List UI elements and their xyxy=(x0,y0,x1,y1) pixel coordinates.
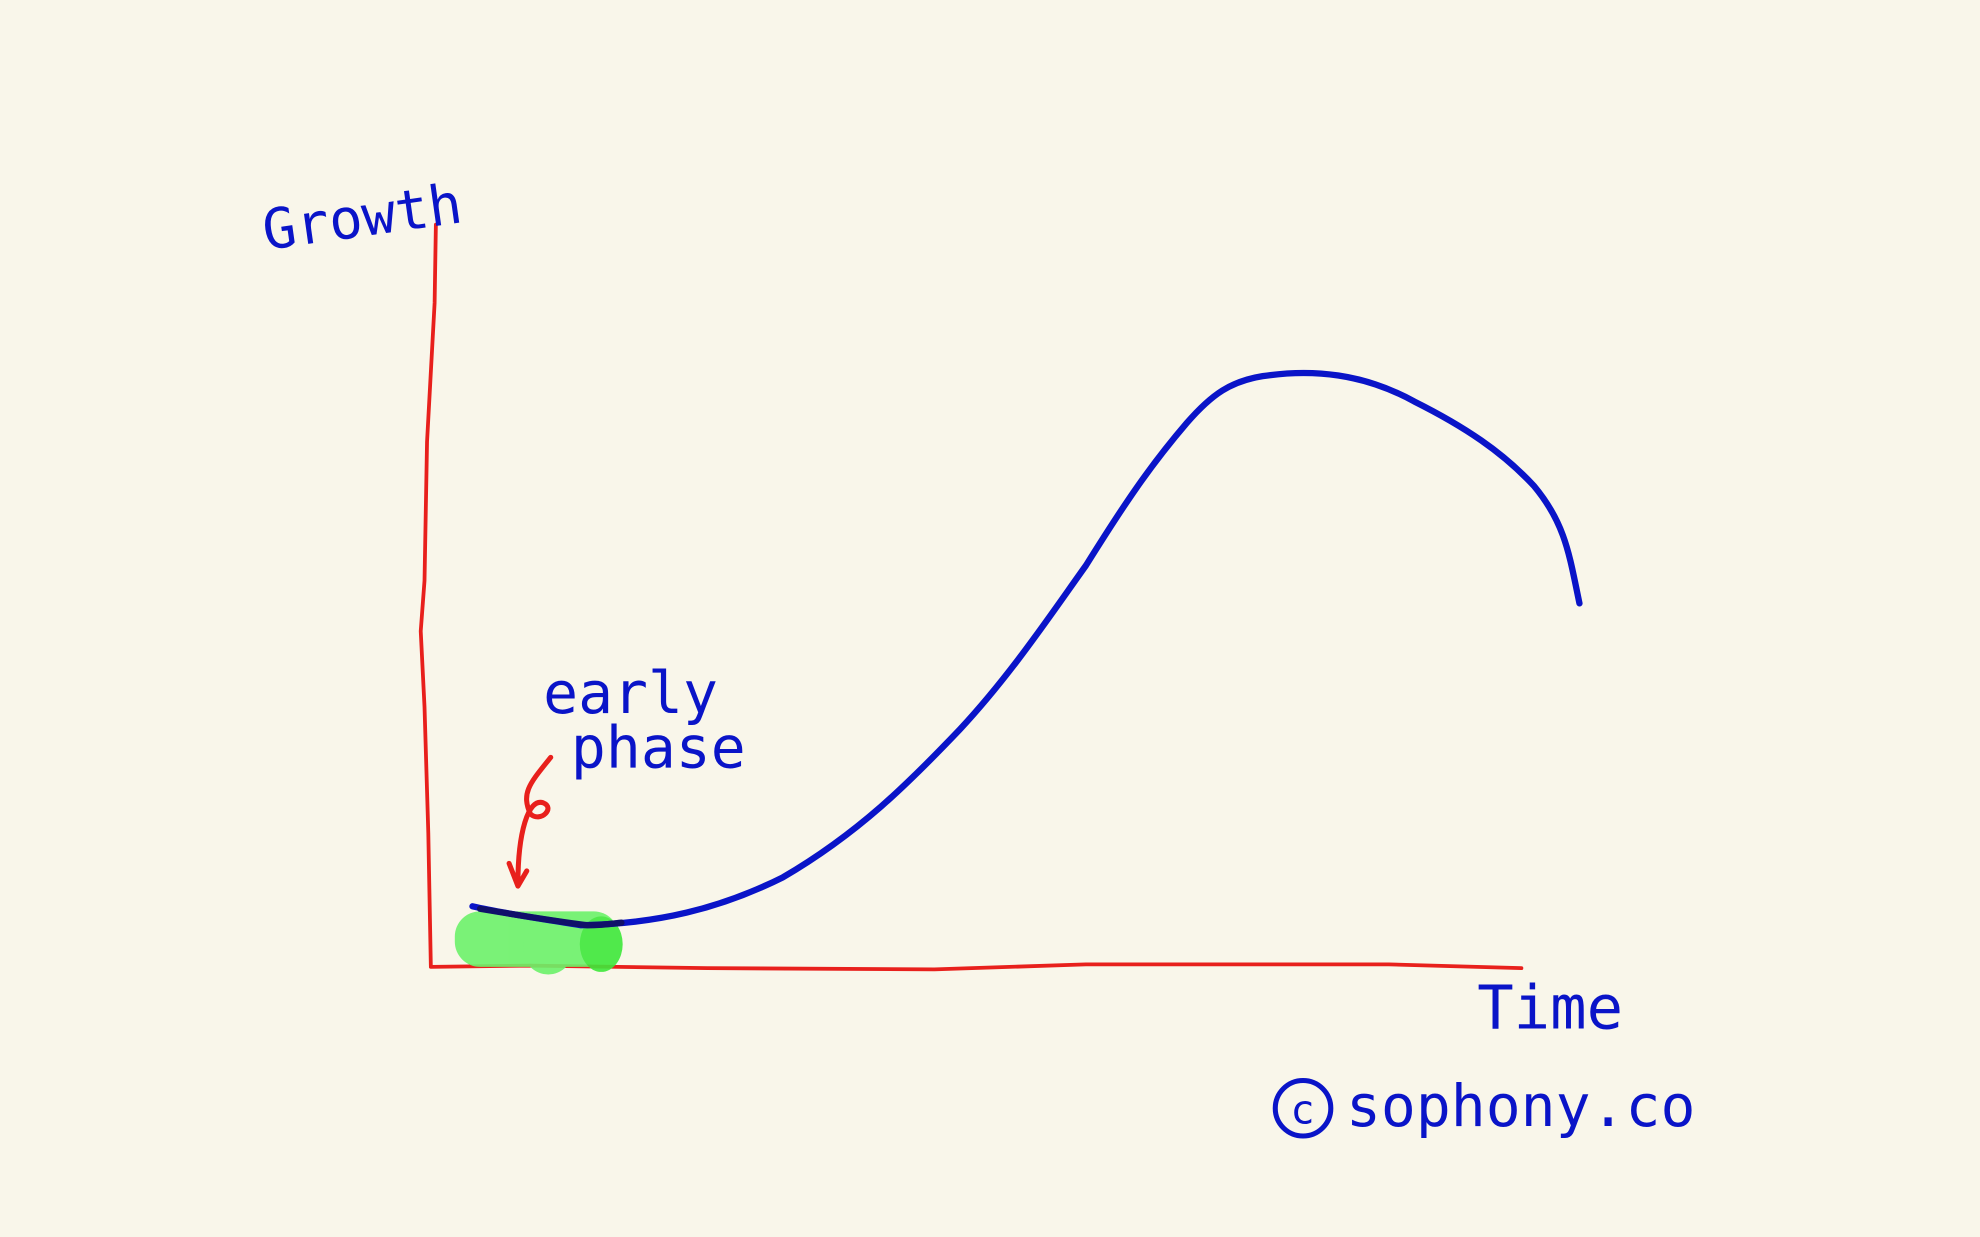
curved-arrow-down-icon xyxy=(506,754,554,889)
copyright-symbol: c xyxy=(1290,1086,1314,1133)
annotation-phase: phase xyxy=(571,713,746,781)
early-phase-highlight xyxy=(454,911,623,975)
curve-overlap xyxy=(476,905,625,929)
copyright-notice: c sophony.co xyxy=(1272,1072,1695,1140)
annotation-early: early xyxy=(543,659,718,727)
copyright-text: sophony.co xyxy=(1346,1072,1695,1140)
x-axis-label: Time xyxy=(1477,974,1623,1044)
copyright-circle-icon xyxy=(1272,1077,1334,1139)
y-axis xyxy=(418,222,438,968)
growth-curve xyxy=(469,369,1583,929)
